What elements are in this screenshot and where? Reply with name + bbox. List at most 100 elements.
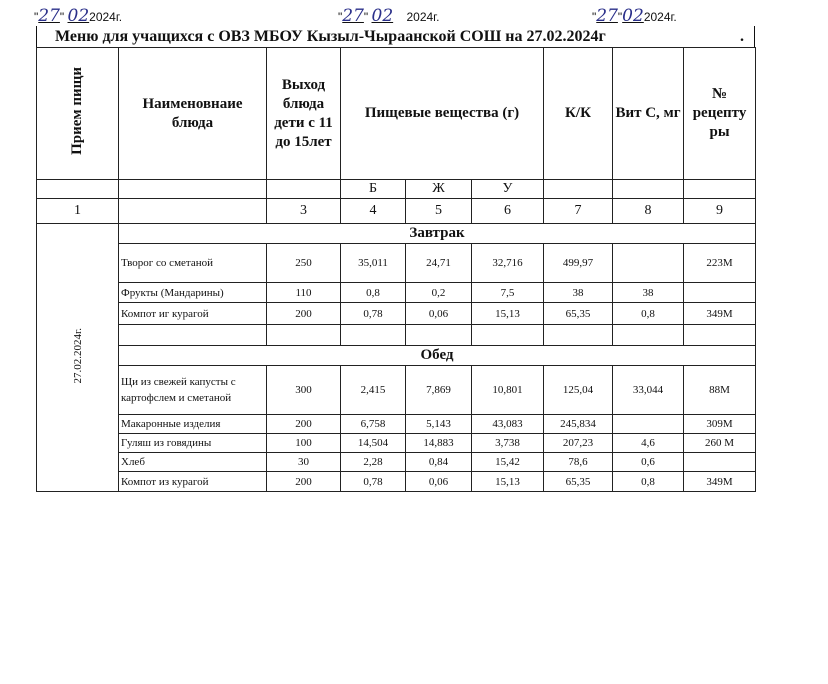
- table-row: Компот иг курагой 200 0,78 0,06 15,13 65,35 0,…: [37, 302, 757, 325]
- carbs: 7,5: [470, 282, 545, 303]
- empty-cell: [543, 179, 614, 199]
- dish-name: [118, 324, 267, 346]
- dish-name: Хлеб: [118, 452, 267, 472]
- header-recipe: № рецепту ры: [683, 47, 757, 180]
- nutrient-subheader-row: Б Ж У: [36, 179, 757, 199]
- carbs: 15,42: [470, 452, 545, 472]
- protein: 6,758: [340, 414, 406, 434]
- recipe-number: 260 М: [683, 433, 757, 453]
- recipe-number: 349М: [683, 471, 757, 492]
- recipe-number: 223М: [683, 243, 757, 283]
- fat: 24,71: [405, 243, 472, 283]
- vitamin-c: 0,6: [612, 452, 685, 472]
- header-yield: Выход блюда дети с 11 до 15лет: [266, 47, 341, 180]
- kcal: 207,23: [543, 433, 614, 453]
- column-number: 9: [683, 198, 757, 224]
- empty-cell: [683, 179, 757, 199]
- header-carbs: У: [470, 179, 545, 199]
- empty-cell: [612, 179, 685, 199]
- date-cell: 27.02.2024г.: [36, 223, 119, 492]
- table-row: Гуляш из говядины 100 14,504 14,883 3,738 207…: [37, 433, 757, 453]
- yield: 30: [266, 452, 341, 472]
- section-title: Обед: [117, 345, 757, 366]
- fat: 14,883: [405, 433, 472, 453]
- yield: 250: [266, 243, 341, 283]
- vitamin-c: 33,044: [612, 365, 685, 415]
- carbs: 15,13: [470, 471, 545, 492]
- dish-name: Фрукты (Мандарины): [118, 282, 267, 303]
- page-title: Меню для учащихся с ОВЗ МБОУ Кызыл-Чыраа…: [36, 26, 755, 48]
- carbs: 10,801: [470, 365, 545, 415]
- kcal: 38: [543, 282, 614, 303]
- yield: 200: [266, 302, 341, 325]
- column-number: [118, 198, 267, 224]
- column-number: 3: [266, 198, 341, 224]
- fat: 7,869: [405, 365, 472, 415]
- kcal: 125,04: [543, 365, 614, 415]
- table-row: Компот из курагой 200 0,78 0,06 15,13 65,35 0,…: [37, 471, 757, 492]
- table-row: Творог со сметаной 250 35,011 24,71 32,716 49…: [37, 243, 757, 283]
- vitamin-c: 38: [612, 282, 685, 303]
- section-title: Завтрак: [117, 223, 757, 244]
- table-row: [37, 324, 757, 346]
- vitamin-c: [612, 414, 685, 434]
- fat: [405, 324, 472, 346]
- header-row: Прием пищи Наименовнаие блюда Выход блюд…: [36, 47, 757, 180]
- approval-dates: "27" 022024г. "27" 02 2024г. "27"022024г…: [0, 4, 828, 26]
- dish-name: Макаронные изделия: [118, 414, 267, 434]
- vitamin-c: 0,8: [612, 302, 685, 325]
- yield: 200: [266, 471, 341, 492]
- fat: 0,84: [405, 452, 472, 472]
- header-meal: Прием пищи: [36, 47, 119, 180]
- empty-cell: [36, 179, 119, 199]
- yield: 110: [266, 282, 341, 303]
- carbs: 32,716: [470, 243, 545, 283]
- kcal: 499,97: [543, 243, 614, 283]
- carbs: 15,13: [470, 302, 545, 325]
- table-row: Хлеб 30 2,28 0,84 15,42 78,6 0,6: [37, 452, 757, 472]
- header-vitc: Вит С, мг: [612, 47, 685, 180]
- protein: 2,415: [340, 365, 406, 415]
- table-row: Макаронные изделия 200 6,758 5,143 43,083 245…: [37, 414, 757, 434]
- kcal: [543, 324, 614, 346]
- dish-name: Гуляш из говядины: [118, 433, 267, 453]
- fat: 0,06: [405, 471, 472, 492]
- dish-name: Компот иг курагой: [118, 302, 267, 325]
- kcal: 78,6: [543, 452, 614, 472]
- vitamin-c: 4,6: [612, 433, 685, 453]
- recipe-number: 349М: [683, 302, 757, 325]
- recipe-number: [683, 452, 757, 472]
- dish-name: Компот из курагой: [118, 471, 267, 492]
- protein: 0,78: [340, 471, 406, 492]
- approval-date-2: "27" 02 2024г.: [338, 6, 440, 26]
- fat: 0,2: [405, 282, 472, 303]
- carbs: [470, 324, 545, 346]
- header-fat: Ж: [405, 179, 472, 199]
- recipe-number: [683, 324, 757, 346]
- header-dish: Наименовнаие блюда: [118, 47, 267, 180]
- vitamin-c: [612, 243, 685, 283]
- yield: 200: [266, 414, 341, 434]
- kcal: 65,35: [543, 471, 614, 492]
- header-nutrients: Пищевые вещества (г): [339, 47, 545, 180]
- empty-cell: [266, 179, 341, 199]
- protein: 0,8: [340, 282, 406, 303]
- yield: 100: [266, 433, 341, 453]
- column-number: 5: [405, 198, 472, 224]
- approval-date-3: "27"022024г.: [592, 6, 677, 26]
- protein: 2,28: [340, 452, 406, 472]
- recipe-number: 309М: [683, 414, 757, 434]
- kcal: 65,35: [543, 302, 614, 325]
- protein: [340, 324, 406, 346]
- table-row: Фрукты (Мандарины) 110 0,8 0,2 7,5 38 38: [37, 282, 757, 303]
- menu-table: Прием пищи Наименовнаие блюда Выход блюд…: [36, 47, 757, 492]
- recipe-number: 88М: [683, 365, 757, 415]
- column-number: 8: [612, 198, 685, 224]
- fat: 0,06: [405, 302, 472, 325]
- protein: 14,504: [340, 433, 406, 453]
- vitamin-c: [612, 324, 685, 346]
- column-number: 1: [36, 198, 119, 224]
- date-label: 27.02.2024г.: [71, 328, 84, 384]
- kcal: 245,834: [543, 414, 614, 434]
